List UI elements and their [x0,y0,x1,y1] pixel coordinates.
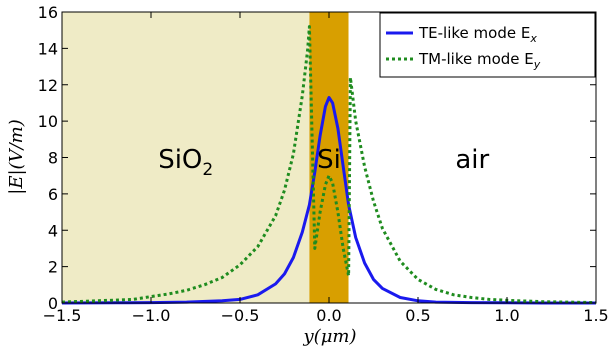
y-tick-label: 14 [38,39,58,58]
region-label-1: Si [317,145,341,175]
y-ticks: 0 2 4 6 8 10 12 14 16 [38,3,596,313]
y-tick-label: 16 [38,3,58,22]
region-labels: SiO2 Si air [158,145,489,180]
x-ticks: −1.5 −1.0 −0.5 0.0 0.5 1.0 1.5 [43,12,608,325]
x-tick-label: −0.5 [221,306,260,325]
x-tick-label: 1.0 [494,306,519,325]
x-tick-label: 0.5 [405,306,430,325]
y-tick-label: 10 [38,112,58,131]
legend-label-tm: TM-like mode Ey [418,50,541,71]
legend: TE-like mode Ex TM-like mode Ey [379,12,596,78]
legend-label-te: TE-like mode Ex [418,24,537,45]
y-tick-label: 8 [48,149,58,168]
x-tick-label: 0.0 [316,306,341,325]
y-axis-label: |E|(V/m) [6,119,27,194]
x-tick-label: −1.0 [132,306,171,325]
region-label-0: SiO2 [158,145,213,180]
region-sio2 [62,12,310,303]
x-tick-label: 1.5 [583,306,608,325]
y-tick-label: 12 [38,76,58,95]
y-tick-label: 0 [48,294,58,313]
x-tick-label: −1.5 [43,306,82,325]
y-tick-label: 4 [48,221,58,240]
x-axis-label: y(μm) [303,326,357,347]
y-tick-label: 2 [48,258,58,277]
y-tick-label: 6 [48,185,58,204]
legend-box [379,12,596,78]
region-label-2: air [455,145,489,175]
